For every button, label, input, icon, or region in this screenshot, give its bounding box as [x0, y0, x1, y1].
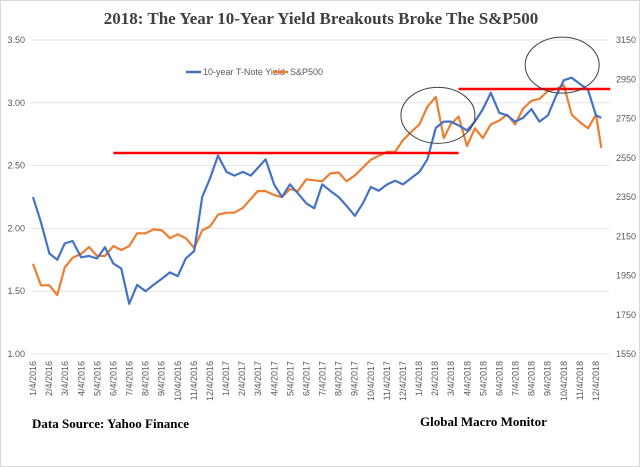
x-tick-label: 4/4/2016 [76, 361, 86, 396]
x-tick-label: 2/4/2018 [430, 361, 440, 396]
x-tick-label: 8/4/2018 [527, 361, 537, 396]
x-tick-label: 10/4/2017 [366, 361, 376, 401]
x-tick-label: 1/4/2018 [414, 361, 424, 396]
x-tick-label: 4/4/2018 [462, 361, 472, 396]
x-tick-label: 3/4/2016 [60, 361, 70, 396]
x-tick-label: 7/4/2016 [125, 361, 135, 396]
series-line-sp500 [31, 83, 603, 297]
x-tick-label: 5/4/2016 [92, 361, 102, 396]
left-tick-label: 1.00 [7, 349, 25, 359]
x-tick-label: 5/4/2017 [285, 361, 295, 396]
x-axis-ticks: 1/4/2016 2/4/2016 3/4/2016 4/4/2016 5/4/2016… [28, 361, 601, 401]
left-axis-ticks: 3.50 3.00 2.50 2.00 1.50 1.00 [7, 35, 25, 359]
x-tick-label: 9/4/2016 [157, 361, 167, 396]
gridlines [31, 39, 609, 355]
x-tick-label: 2/4/2016 [44, 361, 54, 396]
highlight-circle [400, 86, 476, 144]
x-tick-label: 7/4/2017 [318, 361, 328, 396]
x-tick-label: 11/4/2016 [189, 361, 199, 400]
chart-title: 2018: The Year 10-Year Yield Breakouts B… [104, 9, 538, 28]
right-tick-label: 2150 [616, 231, 636, 241]
brand-label: Global Macro Monitor [420, 414, 547, 429]
x-tick-label: 10/4/2018 [559, 361, 569, 401]
right-tick-label: 1950 [616, 271, 636, 281]
x-tick-label: 12/4/2016 [205, 361, 215, 401]
x-tick-label: 8/4/2016 [141, 361, 151, 396]
x-tick-label: 6/4/2016 [108, 361, 118, 396]
series-line-yield [31, 76, 602, 305]
x-tick-label: 6/4/2018 [494, 361, 504, 396]
x-tick-label: 6/4/2017 [301, 361, 311, 396]
x-tick-label: 8/4/2017 [334, 361, 344, 396]
left-tick-label: 3.00 [7, 98, 25, 108]
right-tick-label: 1750 [616, 310, 636, 320]
x-tick-label: 1/4/2016 [28, 361, 38, 396]
x-tick-label: 9/4/2018 [543, 361, 553, 396]
legend-label-yield: 10-year T-Note Yield [203, 67, 285, 77]
annotations [113, 36, 611, 155]
highlight-circle [524, 36, 600, 94]
right-axis-ticks: 3150 2950 2750 2550 2350 2150 1950 1750 1550 [616, 35, 636, 359]
left-tick-label: 2.50 [7, 161, 25, 171]
x-tick-label: 12/4/2018 [591, 361, 601, 401]
right-tick-label: 2750 [616, 114, 636, 124]
legend-label-sp500: S&P500 [290, 67, 323, 77]
x-tick-label: 10/4/2016 [173, 361, 183, 401]
left-tick-label: 1.50 [7, 286, 25, 296]
x-tick-label: 1/4/2017 [221, 361, 231, 396]
right-tick-label: 2350 [616, 192, 636, 202]
legend: 10-year T-Note Yield S&P500 [186, 67, 323, 77]
data-source-note: Data Source: Yahoo Finance [32, 416, 189, 431]
x-tick-label: 7/4/2018 [511, 361, 521, 396]
left-tick-label: 2.00 [7, 223, 25, 233]
x-tick-label: 11/4/2017 [382, 361, 392, 400]
series-lines [31, 76, 603, 305]
right-tick-label: 2550 [616, 153, 636, 163]
x-tick-label: 12/4/2017 [398, 361, 408, 401]
x-tick-label: 11/4/2018 [575, 361, 585, 400]
x-tick-label: 3/4/2018 [446, 361, 456, 396]
left-tick-label: 3.50 [7, 35, 25, 45]
x-tick-label: 2/4/2017 [237, 361, 247, 396]
x-tick-label: 9/4/2017 [350, 361, 360, 396]
x-tick-label: 5/4/2018 [478, 361, 488, 396]
right-tick-label: 3150 [616, 35, 636, 45]
x-tick-label: 4/4/2017 [269, 361, 279, 396]
x-tick-label: 3/4/2017 [253, 361, 263, 396]
right-tick-label: 1550 [616, 349, 636, 359]
right-tick-label: 2950 [616, 74, 636, 84]
